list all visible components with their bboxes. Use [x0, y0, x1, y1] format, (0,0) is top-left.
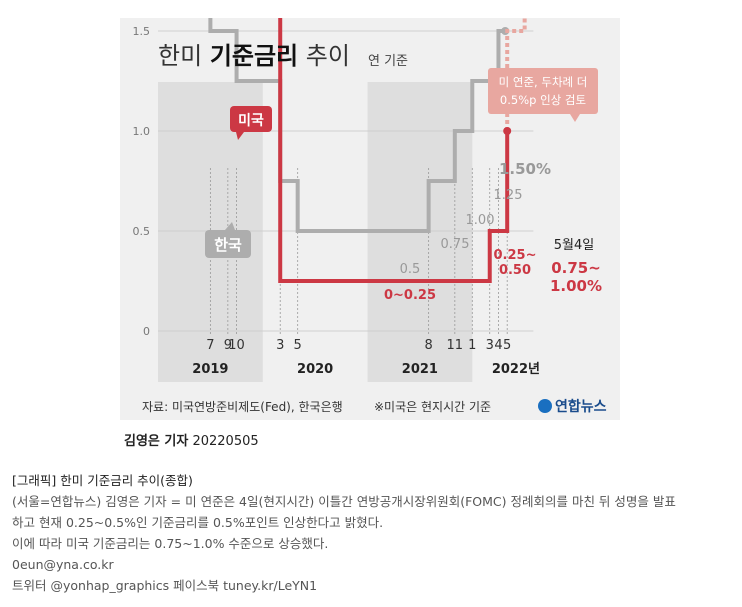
us-line — [278, 18, 510, 283]
korea-now-label: 1.50% — [499, 160, 551, 178]
caption-line: 트위터 @yonhap_graphics 페이스북 tuney.kr/LeYN1 — [12, 578, 318, 593]
us-now-1: 0.75~ — [551, 259, 601, 277]
month-label: 9 — [224, 338, 232, 353]
us-now-prev-2: 0.50 — [499, 263, 531, 278]
logo-text: 연합뉴스 — [555, 399, 607, 415]
month-label: 4 — [494, 338, 502, 353]
month-label: 8 — [424, 338, 432, 353]
month-label: 5 — [294, 338, 302, 353]
forecast-callout-pointer — [570, 114, 580, 122]
year-label: 2020 — [297, 362, 333, 377]
y-tick-label: 1.0 — [133, 125, 151, 138]
us-025-label: 0~0.25 — [384, 288, 436, 303]
title-end: 추이 — [305, 42, 350, 70]
caption-title: [그래픽] 한미 기준금리 추이(종합) — [12, 473, 193, 488]
month-label: 3 — [276, 338, 284, 353]
us-now-2: 1.00% — [550, 277, 602, 295]
month-label: 1 — [468, 338, 476, 353]
us-badge-pointer — [236, 132, 244, 140]
caption-line: 이에 따라 미국 기준금리는 0.75~1.0% 수준으로 상승했다. — [12, 536, 329, 551]
us-now-prev-1: 0.25~ — [494, 248, 537, 263]
korea-100-label: 1.00 — [466, 213, 495, 228]
y-tick-label: 0.5 — [133, 225, 151, 238]
korea-badge-pointer — [225, 222, 235, 230]
us-may-dot — [503, 127, 512, 135]
y-tick-label: 1.5 — [133, 25, 151, 38]
caption-line: 하고 현재 0.25~0.5%인 기준금리를 0.5%포인트 인상한다고 밝혔다… — [12, 515, 384, 530]
may4-label: 5월4일 — [554, 238, 594, 253]
caption-line: 0eun@yna.co.kr — [12, 557, 114, 572]
credit-date: 20220505 — [192, 434, 259, 449]
year-label: 2022년 — [492, 362, 540, 377]
month-label: 10 — [228, 338, 245, 353]
month-label: 3 — [486, 338, 494, 353]
month-label: 7 — [206, 338, 214, 353]
source-text: 자료: 미국연방준비제도(Fed), 한국은행 — [142, 400, 343, 414]
forecast-text-2: 0.5%p 인상 검토 — [500, 93, 586, 107]
title-light: 한미 — [158, 42, 203, 70]
us-forecast-line — [505, 18, 527, 131]
year-label: 2019 — [192, 362, 228, 377]
month-label: 5 — [503, 338, 511, 353]
korea-075-label: 0.75 — [441, 237, 470, 252]
korea-line — [208, 18, 508, 233]
globe-icon — [538, 399, 552, 413]
y-tick-label: 0 — [143, 325, 150, 338]
note-text: ※미국은 현지시간 기준 — [374, 400, 492, 414]
caption: [그래픽] 한미 기준금리 추이(종합) (서울=연합뉴스) 김영은 기자 = … — [12, 470, 732, 596]
korea-05-label: 0.5 — [400, 262, 421, 277]
credit-line: 김영은 기자 20220505 — [124, 430, 259, 449]
korea-badge-label: 한국 — [214, 236, 242, 254]
forecast-text-1: 미 연준, 두차례 더 — [499, 75, 588, 89]
year-label: 2021 — [402, 362, 438, 377]
forecast-callout — [488, 68, 598, 114]
korea-125-label: 1.25 — [494, 188, 523, 203]
us-badge — [230, 106, 272, 132]
us-badge-label: 미국 — [238, 113, 264, 129]
reporter-name: 김영은 기자 — [124, 434, 189, 449]
yonhap-logo: 연합뉴스 — [538, 396, 607, 416]
korea-badge — [205, 230, 251, 258]
chart-title: 한미 기준금리 추이 — [158, 36, 350, 71]
month-label: 11 — [447, 338, 464, 353]
title-bold: 기준금리 — [209, 42, 299, 70]
chart-subtitle: 연 기준 — [368, 54, 409, 69]
caption-line: (서울=연합뉴스) 김영은 기자 = 미 연준은 4일(현지시간) 이틀간 연방… — [12, 494, 676, 509]
